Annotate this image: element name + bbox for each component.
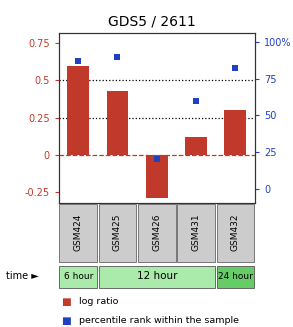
Text: GSM425: GSM425: [113, 213, 122, 251]
Text: time ►: time ►: [6, 271, 39, 281]
Text: log ratio: log ratio: [79, 297, 118, 306]
Bar: [224, 110, 246, 155]
Text: 6 hour: 6 hour: [64, 272, 93, 281]
Bar: [67, 65, 89, 155]
Text: ■: ■: [62, 297, 71, 307]
Bar: [185, 137, 207, 155]
Bar: [107, 91, 128, 155]
Text: GDS5 / 2611: GDS5 / 2611: [108, 15, 196, 29]
Text: 24 hour: 24 hour: [218, 272, 253, 281]
Text: 12 hour: 12 hour: [137, 271, 177, 281]
Text: GSM432: GSM432: [231, 213, 240, 251]
Text: GSM431: GSM431: [192, 213, 200, 251]
Text: GSM424: GSM424: [74, 213, 83, 251]
Text: GSM426: GSM426: [152, 213, 161, 251]
Text: percentile rank within the sample: percentile rank within the sample: [79, 316, 239, 325]
Text: ■: ■: [62, 316, 71, 326]
Bar: [146, 155, 168, 198]
